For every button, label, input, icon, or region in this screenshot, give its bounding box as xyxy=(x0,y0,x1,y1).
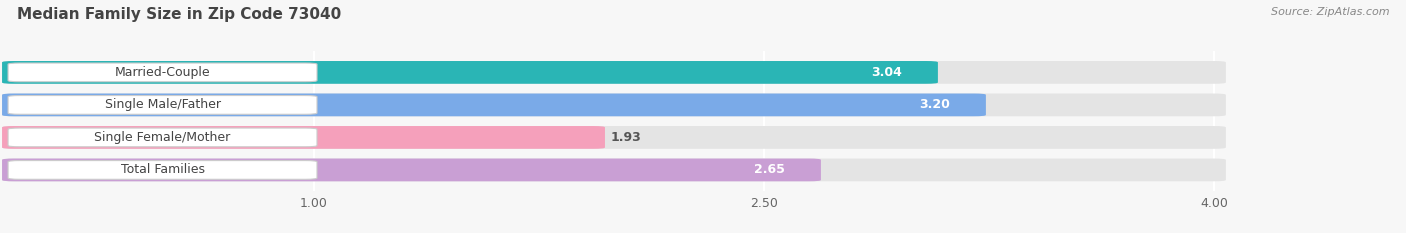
FancyBboxPatch shape xyxy=(8,161,316,179)
Text: Single Male/Father: Single Male/Father xyxy=(104,98,221,111)
Text: 3.20: 3.20 xyxy=(920,98,950,111)
Text: 2.65: 2.65 xyxy=(754,163,785,176)
Text: Source: ZipAtlas.com: Source: ZipAtlas.com xyxy=(1271,7,1389,17)
FancyBboxPatch shape xyxy=(1,61,1226,84)
Text: 3.04: 3.04 xyxy=(872,66,901,79)
FancyBboxPatch shape xyxy=(1,126,1226,149)
FancyBboxPatch shape xyxy=(1,158,1226,181)
FancyBboxPatch shape xyxy=(8,128,316,147)
FancyBboxPatch shape xyxy=(8,96,316,114)
FancyBboxPatch shape xyxy=(8,63,316,82)
FancyBboxPatch shape xyxy=(1,93,986,116)
FancyBboxPatch shape xyxy=(1,126,605,149)
Text: Median Family Size in Zip Code 73040: Median Family Size in Zip Code 73040 xyxy=(17,7,342,22)
Text: Single Female/Mother: Single Female/Mother xyxy=(94,131,231,144)
FancyBboxPatch shape xyxy=(1,158,821,181)
Text: Married-Couple: Married-Couple xyxy=(115,66,211,79)
Text: 1.93: 1.93 xyxy=(612,131,641,144)
Text: Total Families: Total Families xyxy=(121,163,204,176)
FancyBboxPatch shape xyxy=(1,61,938,84)
FancyBboxPatch shape xyxy=(1,93,1226,116)
